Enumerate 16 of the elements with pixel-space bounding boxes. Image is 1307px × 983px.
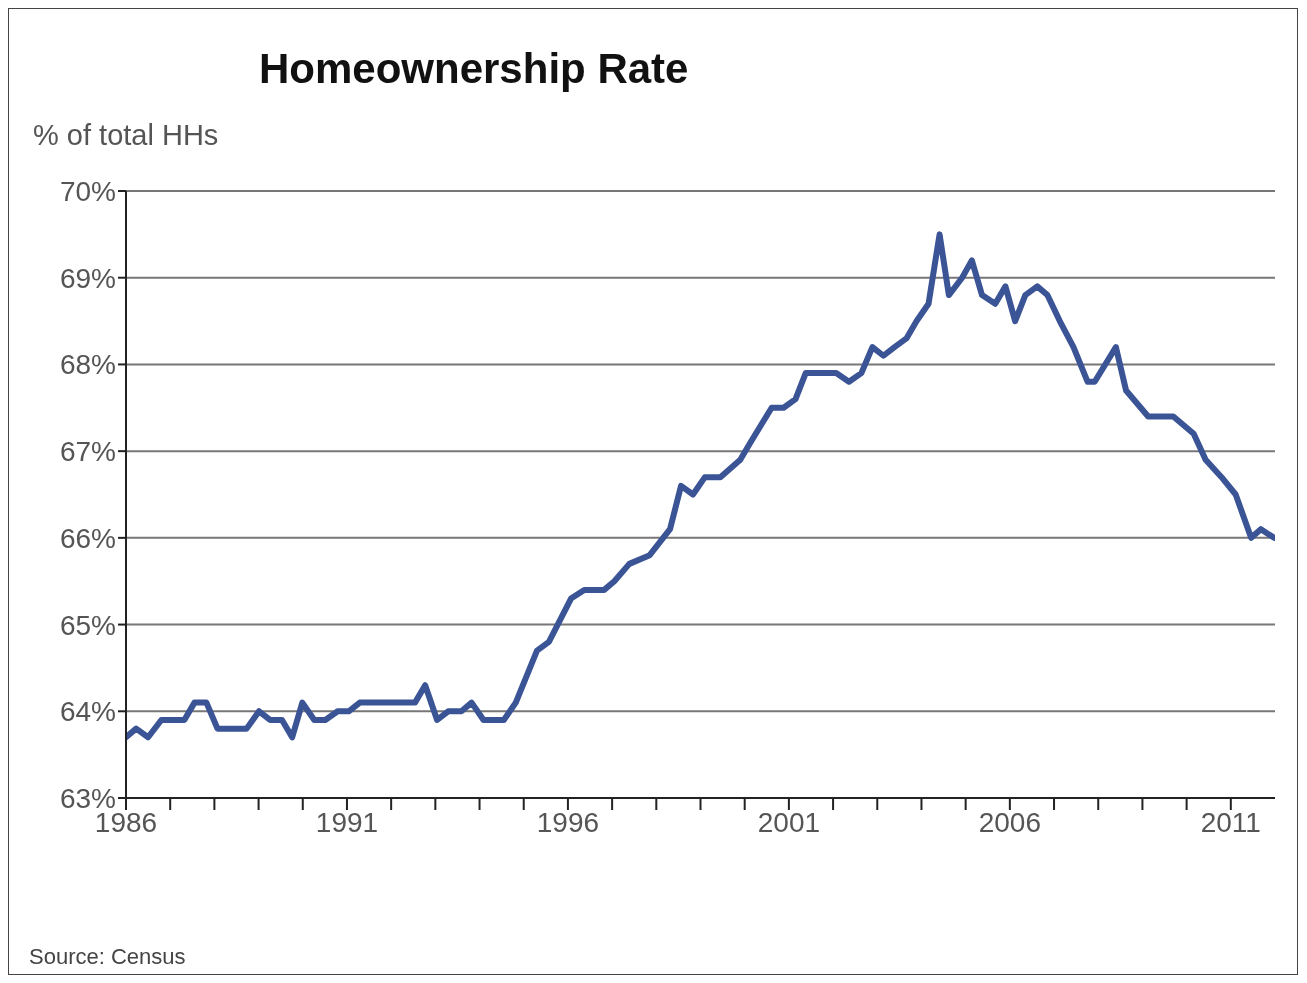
- x-tick-label: 2011: [1200, 806, 1261, 838]
- x-tick-label: 1991: [315, 806, 379, 838]
- y-tick-label: 68%: [59, 349, 116, 381]
- y-tick-label: 66%: [59, 522, 116, 554]
- source-note: Source: Census: [29, 944, 186, 970]
- x-tick-label: 1996: [536, 806, 600, 838]
- y-tick-label: 69%: [59, 262, 116, 294]
- y-axis-title: % of total HHs: [33, 119, 219, 152]
- x-tick-label: 2001: [757, 806, 821, 838]
- chart-title: Homeownership Rate: [259, 45, 689, 93]
- y-tick-label: 64%: [59, 696, 116, 728]
- y-tick-label: 65%: [59, 609, 116, 641]
- y-tick-label: 63%: [59, 782, 116, 814]
- x-tick-label: 2006: [978, 806, 1041, 838]
- y-tick-label: 70%: [59, 175, 116, 207]
- y-tick-label: 67%: [59, 436, 116, 468]
